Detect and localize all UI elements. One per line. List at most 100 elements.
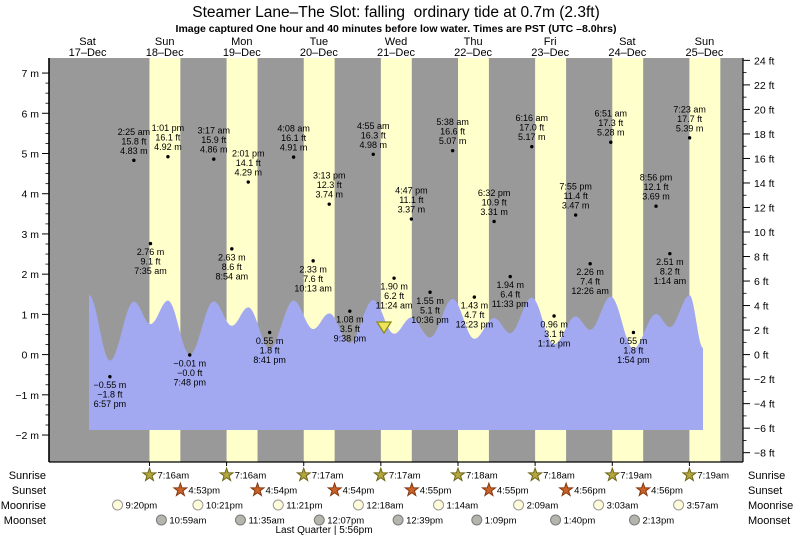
tide-event-dot xyxy=(246,180,250,184)
sunset-star-icon xyxy=(249,481,266,497)
day-header: 22–Dec xyxy=(454,47,492,59)
high-tide-label: 4.92 m xyxy=(154,142,182,152)
low-tide-label: 6.4 ft xyxy=(500,290,521,300)
sunrise-star-icon xyxy=(604,466,621,482)
feet-tick-label: −6 ft xyxy=(754,423,775,435)
sunrise-time: 7:18am xyxy=(543,471,575,482)
tide-event-dot xyxy=(428,290,432,294)
sunrise-star-icon xyxy=(681,466,698,482)
low-tide-label: 1:54 pm xyxy=(617,355,650,365)
low-tide-label: 0.96 m xyxy=(540,319,568,329)
low-tide-label: 3.5 ft xyxy=(340,324,361,334)
tide-event-dot xyxy=(631,330,636,335)
low-tide-label: 1.94 m xyxy=(496,280,524,290)
moonset-time: 10:59am xyxy=(169,516,206,527)
sunset-time: 4:54pm xyxy=(343,486,375,497)
tide-event-dot xyxy=(132,158,136,163)
meters-axis: 7 m 6 m 5 m 4 m 3 m 2 m 1 m 0 m −1 m −2 m xyxy=(15,68,49,442)
sunrise-time: 7:17am xyxy=(389,471,421,482)
feet-tick-label: 16 ft xyxy=(754,153,775,165)
high-tide-label: 6:16 am xyxy=(516,113,549,123)
moonset-time: 1:09pm xyxy=(485,516,517,527)
tide-curve-area xyxy=(89,295,703,430)
current-time-marker-icon xyxy=(375,321,393,335)
feet-tick-label: 4 ft xyxy=(754,301,769,313)
high-tide-label: 10.9 ft xyxy=(482,197,508,207)
day-header: Sat xyxy=(619,36,636,48)
low-tide-label: 8:41 pm xyxy=(253,355,286,365)
moonrise-time: 12:18am xyxy=(366,501,403,512)
low-tide-label: −0.01 m xyxy=(173,359,206,369)
tide-event-dot xyxy=(573,213,578,217)
tide-event-dot xyxy=(450,148,455,153)
high-tide-label: 15.8 ft xyxy=(121,136,147,146)
high-tide-label: 3.74 m xyxy=(315,190,343,200)
tide-event-dot xyxy=(508,274,512,279)
tide-event-dot xyxy=(668,251,672,256)
sunrise-row-label-left: Sunrise xyxy=(9,470,46,482)
sun-moon-rows: 7:16am 7:16am 7:17am 7:17am 7:18am 7:18am 7:19… xyxy=(112,466,729,527)
moonset-time: 12:07pm xyxy=(327,516,364,527)
moonrise-time: 3:03am xyxy=(607,501,639,512)
high-tide-label: 4:55 am xyxy=(357,121,390,131)
meters-tick-label: 7 m xyxy=(21,68,39,80)
sunset-time: 4:53pm xyxy=(188,486,220,497)
sunset-star-icon xyxy=(635,481,652,497)
moonset-time: 12:39pm xyxy=(406,516,443,527)
high-tide-label: 2:01 pm xyxy=(232,149,265,159)
high-tide-label: 3.37 m xyxy=(398,205,426,215)
meters-tick-label: 4 m xyxy=(21,189,39,201)
low-tide-label: 9.1 ft xyxy=(140,257,161,267)
high-tide-label: 6:32 pm xyxy=(478,188,511,198)
sunrise-row-label-right: Sunrise xyxy=(748,470,785,482)
tide-event-dot xyxy=(409,217,414,221)
moonset-moon-icon xyxy=(550,514,562,526)
high-tide-label: 16.1 ft xyxy=(155,133,181,143)
tide-event-dot xyxy=(212,157,216,161)
feet-tick-label: −4 ft xyxy=(754,399,775,411)
low-tide-label: 8.2 ft xyxy=(660,267,681,277)
high-tide-label: 3.69 m xyxy=(642,192,670,202)
high-tide-label: 4.98 m xyxy=(359,140,387,150)
high-tide-label: 15.9 ft xyxy=(201,135,227,145)
low-tide-label: 3.1 ft xyxy=(544,329,565,339)
tide-event-dot xyxy=(492,219,496,224)
moonset-row-label-left: Moonset xyxy=(4,515,46,527)
low-tide-label: 0.55 m xyxy=(620,336,648,346)
low-tide-label: 1.8 ft xyxy=(623,345,644,355)
low-tide-label: 8.6 ft xyxy=(222,262,243,272)
tide-event-dot xyxy=(166,155,170,159)
feet-tick-label: 2 ft xyxy=(754,325,769,337)
moonrise-time: 2:09am xyxy=(527,501,559,512)
moonset-moon-icon xyxy=(313,514,325,526)
moonset-row-label-right: Moonset xyxy=(748,515,790,527)
day-header: Thu xyxy=(464,36,483,48)
day-header: Mon xyxy=(231,36,252,48)
low-tide-label: 11:24 am xyxy=(376,301,413,311)
meters-tick-label: 5 m xyxy=(21,149,39,161)
tide-event-dot xyxy=(291,155,296,159)
high-tide-label: 5.17 m xyxy=(518,132,546,142)
chart-subtitle: Image captured One hour and 40 minutes b… xyxy=(176,23,617,35)
feet-tick-label: 8 ft xyxy=(754,252,769,264)
high-tide-label: 11.4 ft xyxy=(563,191,588,201)
tide-event-dot xyxy=(687,136,692,140)
day-header: 18–Dec xyxy=(146,47,184,59)
moonset-moon-icon xyxy=(471,514,483,526)
sunrise-time: 7:19am xyxy=(620,471,652,482)
day-header: 25–Dec xyxy=(685,47,723,59)
low-tide-label: 1.90 m xyxy=(380,282,408,292)
feet-tick-label: 18 ft xyxy=(754,129,775,141)
moonrise-moon-icon xyxy=(352,499,364,511)
sunset-star-icon xyxy=(558,481,574,497)
moonset-time: 1:40pm xyxy=(564,516,596,527)
high-tide-label: 7:55 pm xyxy=(559,182,592,192)
moonrise-moon-icon xyxy=(593,499,605,511)
day-header: Sun xyxy=(155,36,175,48)
moonset-moon-icon xyxy=(234,514,246,526)
moonrise-moon-icon xyxy=(112,499,124,511)
meters-tick-label: 1 m xyxy=(21,309,39,321)
high-tide-label: 4:08 am xyxy=(277,124,310,134)
moonrise-moon-icon xyxy=(272,499,284,511)
